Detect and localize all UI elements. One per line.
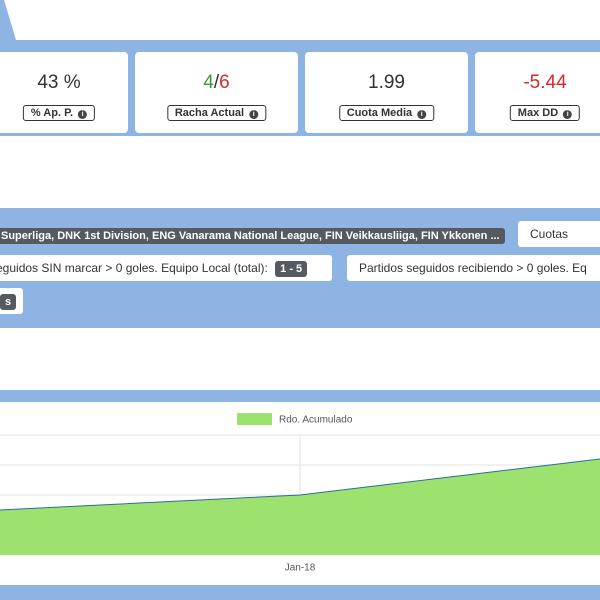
home-badge: 1 - 5 xyxy=(275,261,308,277)
stat-label[interactable]: Max DD i xyxy=(509,105,581,121)
stat-label[interactable]: Racha Actual i xyxy=(166,105,267,121)
area xyxy=(0,459,600,555)
stat-label[interactable]: % Ap. P. i xyxy=(22,105,96,121)
odds-text: Cuotas xyxy=(530,227,569,241)
league-badge: Superliga, DNK 1st Division, ENG Vanaram… xyxy=(0,228,505,244)
away-filter[interactable]: Partidos seguidos recibiendo > 0 goles. … xyxy=(347,255,600,281)
stat-value: -5.44 xyxy=(523,72,567,93)
extra-badge: s xyxy=(0,294,17,310)
stat-label-text: % Ap. P. xyxy=(30,107,74,119)
league-filter[interactable]: Superliga, DNK 1st Division, ENG Vanaram… xyxy=(0,222,508,248)
stat-label-text: Max DD xyxy=(517,107,559,119)
streak-won: 4 xyxy=(203,72,214,93)
legend-swatch xyxy=(237,413,272,425)
home-filter[interactable]: eguidos SIN marcar > 0 goles. Equipo Loc… xyxy=(0,255,332,281)
chart: Jan-18 Rdo. Acumulado xyxy=(0,402,600,585)
x-tick-label: Jan-18 xyxy=(285,563,316,574)
extra-filter[interactable]: s xyxy=(0,288,23,314)
area-line xyxy=(0,458,600,511)
home-text: eguidos SIN marcar > 0 goles. Equipo Loc… xyxy=(0,261,268,275)
streak-sep: / xyxy=(213,72,220,93)
stat-card: 43 % % Ap. P. i xyxy=(0,52,128,133)
away-text: Partidos seguidos recibiendo > 0 goles. … xyxy=(359,261,587,275)
stat-value: 4/6 xyxy=(135,72,298,94)
stat-card: 1.99 Cuota Media i xyxy=(305,52,468,133)
stat-value: 43 % xyxy=(37,72,81,93)
stat-label[interactable]: Cuota Media i xyxy=(338,105,435,121)
streak-total: 6 xyxy=(219,72,230,93)
filters-band: Superliga, DNK 1st Division, ENG Vanaram… xyxy=(0,208,600,328)
odds-filter[interactable]: Cuotas xyxy=(518,221,600,247)
stat-card: 4/6 Racha Actual i xyxy=(135,52,298,133)
stat-value: 1.99 xyxy=(368,72,405,93)
stat-label-text: Racha Actual xyxy=(174,107,245,119)
stat-card: -5.44 Max DD i xyxy=(475,52,600,133)
tab xyxy=(0,0,16,40)
stats-band: 43 % % Ap. P. i 4/6 Racha Actual i 1.99 … xyxy=(0,40,600,136)
stat-label-text: Cuota Media xyxy=(346,107,413,119)
legend-label: Rdo. Acumulado xyxy=(279,415,353,426)
